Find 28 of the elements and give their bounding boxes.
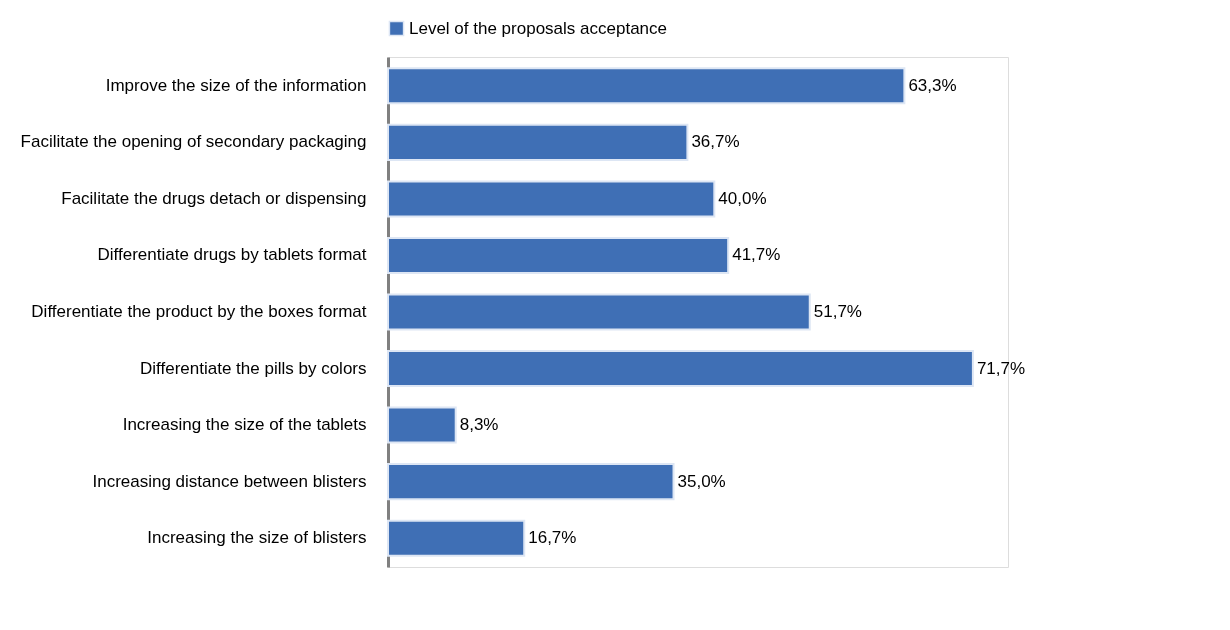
data-label: 41,7%	[732, 245, 781, 265]
bar	[387, 350, 974, 388]
y-tick-label: Facilitate the opening of secondary packaging	[20, 132, 367, 152]
y-tick-label: Differentiate the product by the boxes format	[31, 302, 367, 321]
bar	[387, 519, 526, 557]
y-tick-label: Differentiate the pills by colors	[140, 358, 367, 378]
bar	[387, 236, 730, 274]
data-label: 8,3%	[459, 415, 499, 435]
data-label: 63,3%	[908, 75, 957, 95]
y-tick-label: Differentiate drugs by tablets format	[97, 245, 367, 265]
data-label: 51,7%	[813, 302, 862, 321]
bar	[387, 180, 716, 218]
data-label: 40,0%	[718, 188, 767, 208]
bar	[387, 293, 811, 331]
data-label: 36,7%	[691, 132, 740, 152]
legend-label: Level of the proposals acceptance	[409, 18, 668, 38]
data-label: 16,7%	[528, 528, 577, 548]
bar	[387, 67, 906, 105]
bar	[387, 406, 457, 444]
bar	[387, 463, 675, 501]
y-tick-label: Increasing the size of the tablets	[122, 415, 367, 435]
data-label: 35,0%	[677, 471, 726, 491]
y-tick-label: Facilitate the drugs detach or dispensing	[61, 188, 367, 208]
y-tick-label: Improve the size of the information	[105, 75, 367, 95]
bar	[387, 123, 689, 161]
data-label: 71,7%	[976, 358, 1026, 378]
y-tick-label: Increasing the size of blisters	[147, 528, 367, 548]
y-tick-label: Increasing distance between blisters	[92, 471, 367, 491]
